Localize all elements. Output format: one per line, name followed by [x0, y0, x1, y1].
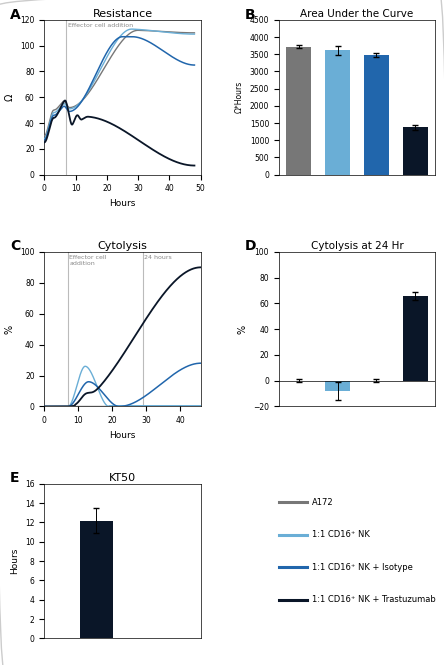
- Text: 24 hours: 24 hours: [144, 255, 172, 260]
- Y-axis label: Ω*Hours: Ω*Hours: [235, 81, 244, 113]
- Y-axis label: %: %: [4, 325, 15, 334]
- Bar: [286, 47, 311, 175]
- Bar: [325, 50, 350, 175]
- Text: E: E: [10, 471, 20, 485]
- Text: A: A: [10, 7, 21, 21]
- Bar: [79, 521, 113, 638]
- Bar: [403, 127, 428, 175]
- Text: B: B: [245, 7, 255, 21]
- Text: Effector cell addition: Effector cell addition: [67, 23, 133, 27]
- Text: 1:1 CD16⁺ NK + Trastuzumab: 1:1 CD16⁺ NK + Trastuzumab: [312, 595, 436, 604]
- Bar: [325, 380, 350, 391]
- X-axis label: Hours: Hours: [109, 199, 136, 208]
- Text: C: C: [10, 239, 20, 253]
- Y-axis label: Ω: Ω: [4, 94, 15, 101]
- Text: A172: A172: [312, 498, 333, 507]
- Title: KT50: KT50: [109, 473, 136, 483]
- Bar: [364, 55, 389, 175]
- Text: 1:1 CD16⁺ NK: 1:1 CD16⁺ NK: [312, 530, 369, 539]
- Text: D: D: [245, 239, 256, 253]
- X-axis label: Hours: Hours: [109, 431, 136, 440]
- Title: Cytolysis: Cytolysis: [98, 241, 147, 251]
- Title: Area Under the Curve: Area Under the Curve: [300, 9, 414, 19]
- Bar: [403, 296, 428, 380]
- Y-axis label: %: %: [238, 325, 248, 334]
- Title: Resistance: Resistance: [92, 9, 153, 19]
- Text: 1:1 CD16⁺ NK + Isotype: 1:1 CD16⁺ NK + Isotype: [312, 563, 412, 572]
- Title: Cytolysis at 24 Hr: Cytolysis at 24 Hr: [311, 241, 403, 251]
- Y-axis label: Hours: Hours: [11, 548, 20, 575]
- Text: Effector cell
addition: Effector cell addition: [69, 255, 107, 266]
